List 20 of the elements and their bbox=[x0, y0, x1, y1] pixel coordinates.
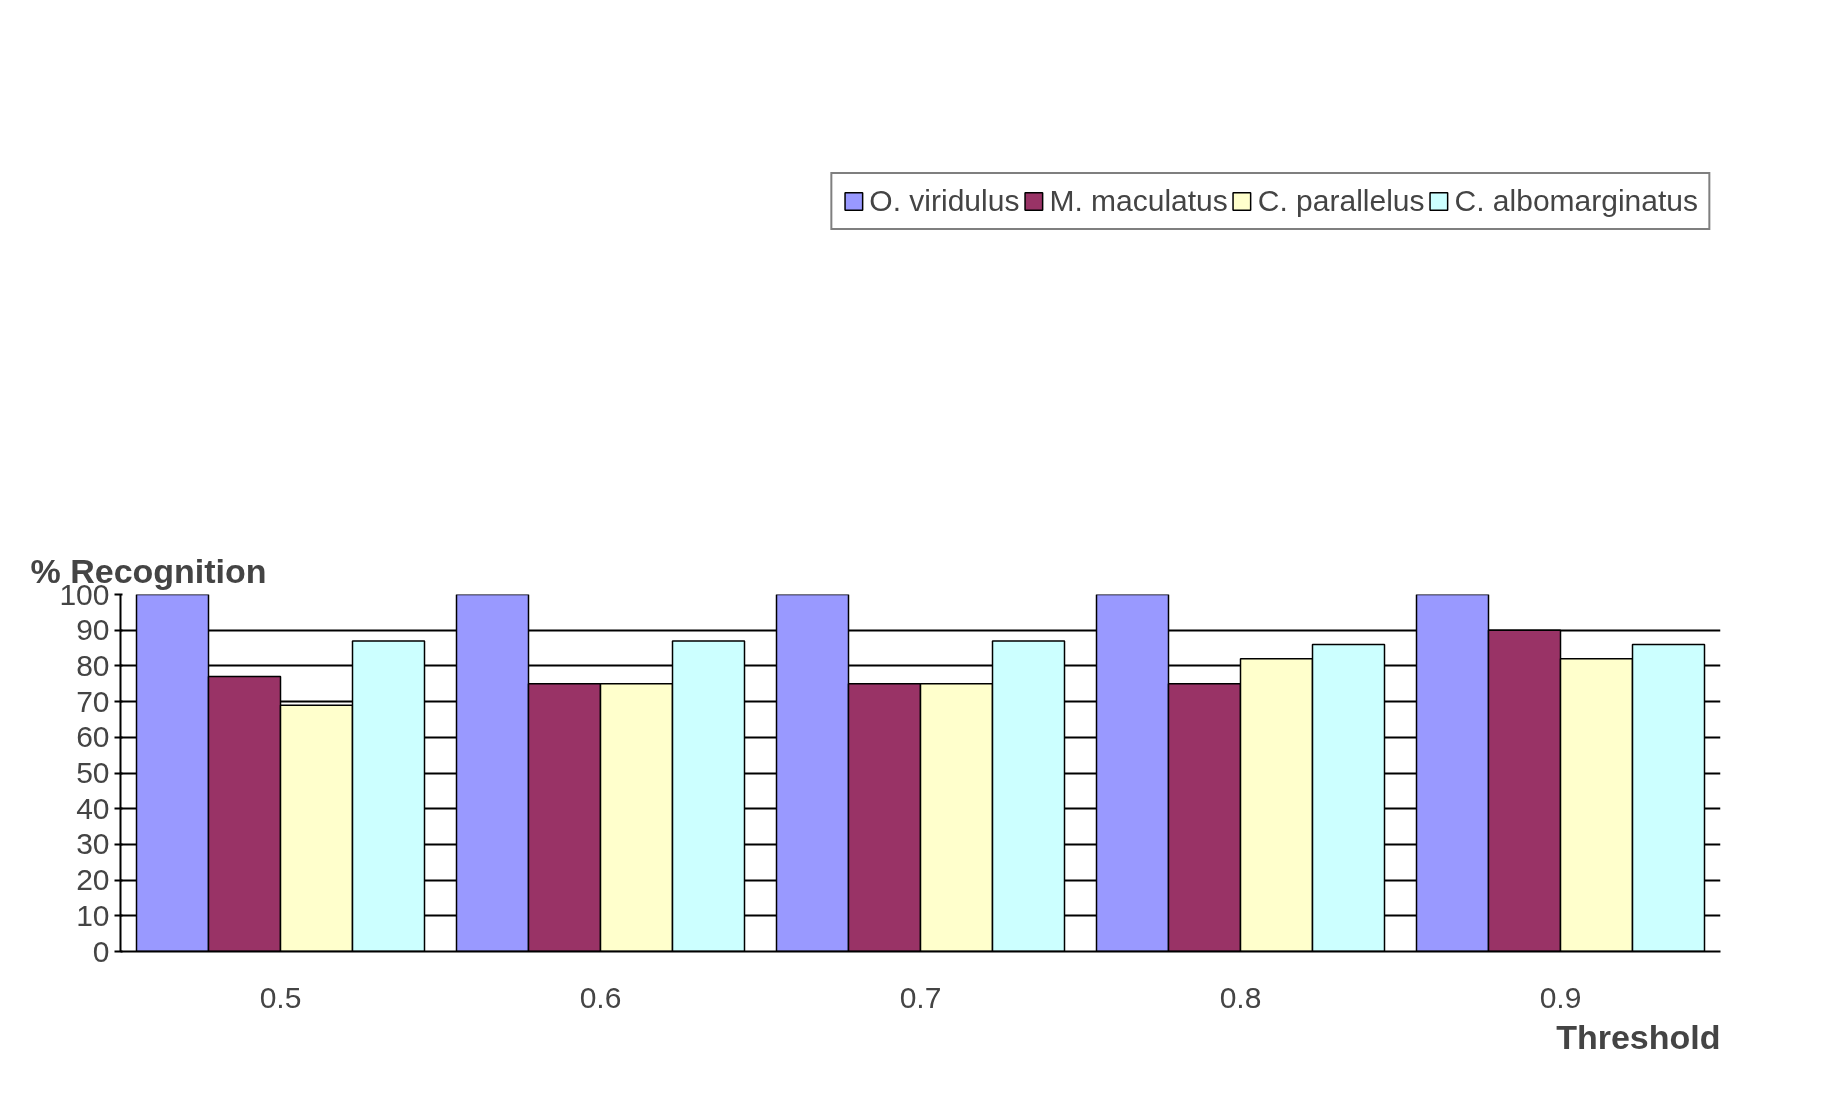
y-tick-label: 30 bbox=[76, 827, 110, 861]
legend-label: C. albomarginatus bbox=[1454, 184, 1698, 218]
x-tick-label: 0.7 bbox=[899, 980, 942, 1014]
x-tick-label: 0.8 bbox=[1219, 980, 1262, 1014]
y-tick-label: 60 bbox=[76, 720, 110, 754]
y-tick-label: 20 bbox=[76, 863, 110, 897]
y-tick-label: 50 bbox=[76, 756, 110, 789]
y-tick-label: 70 bbox=[76, 684, 110, 718]
y-tick-label: 10 bbox=[76, 898, 110, 932]
y-tick-label: 90 bbox=[76, 613, 110, 647]
x-tick-label: 0.6 bbox=[579, 980, 622, 1014]
x-axis-title: Threshold bbox=[1556, 1017, 1721, 1056]
legend-label: C. parallelus bbox=[1257, 184, 1425, 218]
y-tick-label: 80 bbox=[76, 648, 110, 682]
legend-label: M. maculatus bbox=[1049, 184, 1228, 218]
y-tick-label: 0 bbox=[92, 934, 110, 968]
x-tick-label: 0.9 bbox=[1539, 980, 1582, 1014]
x-tick-label: 0.5 bbox=[259, 980, 302, 1014]
legend-label: O. viridulus bbox=[869, 184, 1020, 218]
y-tick-label: 40 bbox=[76, 791, 110, 825]
